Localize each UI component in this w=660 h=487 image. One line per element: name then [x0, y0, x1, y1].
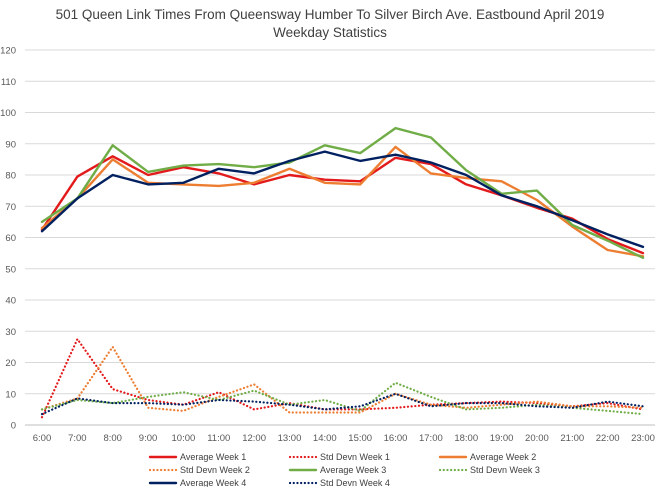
y-tick-label: 0: [11, 421, 16, 432]
y-tick-label: 110: [1, 77, 16, 88]
x-tick-label: 17:00: [419, 433, 443, 444]
x-tick-label: 8:00: [103, 433, 122, 444]
y-tick-label: 90: [5, 139, 16, 150]
x-tick-label: 10:00: [172, 433, 196, 444]
series-line: [40, 381, 645, 416]
y-tick-label: 20: [5, 358, 16, 369]
series-line: [40, 145, 645, 258]
legend: Average Week 1 Std Devn Week 1 Average Wee…: [148, 452, 540, 487]
legend-entry: Std Devn Week 2: [180, 465, 250, 475]
y-tick-label: 80: [5, 171, 16, 182]
legend-entry: Std Devn Week 4: [320, 478, 390, 487]
y-tick-label: 50: [5, 264, 16, 275]
x-tick-label: 22:00: [596, 433, 620, 444]
y-tick-label: 120: [0, 46, 16, 57]
y-tick-label: 70: [5, 202, 16, 213]
x-tick-label: 9:00: [139, 433, 158, 444]
y-tick-label: 10: [5, 389, 16, 400]
gridlines: [25, 49, 655, 426]
series-line: [40, 150, 645, 249]
legend-entry: Std Devn Week 1: [320, 452, 390, 462]
legend-entry: Average Week 2: [470, 452, 536, 462]
series-line: [40, 338, 645, 419]
legend-entry: Average Week 1: [180, 452, 246, 462]
x-tick-label: 21:00: [560, 433, 584, 444]
x-tick-label: 13:00: [278, 433, 302, 444]
x-tick-label: 6:00: [33, 433, 52, 444]
x-tick-label: 15:00: [348, 433, 372, 444]
x-tick-label: 16:00: [384, 433, 408, 444]
x-tick-label: 23:00: [631, 433, 655, 444]
x-tick-label: 14:00: [313, 433, 337, 444]
x-tick-label: 11:00: [207, 433, 230, 444]
series-line: [40, 392, 645, 416]
series-line: [40, 126, 645, 259]
y-axis-ticks: 0 10 20 30 40 50 60 70 80 90 100 110 120: [0, 46, 16, 432]
y-tick-label: 100: [0, 108, 16, 119]
legend-entry: Std Devn Week 3: [470, 465, 540, 475]
y-tick-label: 60: [5, 233, 16, 244]
series-lines: [40, 126, 645, 419]
chart-subtitle: Weekday Statistics: [273, 25, 387, 40]
series-line: [40, 345, 645, 414]
x-tick-label: 19:00: [490, 433, 514, 444]
x-tick-label: 12:00: [242, 433, 266, 444]
legend-entry: Average Week 4: [180, 478, 246, 487]
legend-entry: Average Week 3: [320, 465, 386, 475]
chart-title: 501 Queen Link Times From Queensway Humb…: [56, 7, 605, 22]
x-tick-label: 20:00: [525, 433, 549, 444]
y-tick-label: 40: [5, 296, 16, 307]
x-tick-label: 7:00: [68, 433, 87, 444]
y-tick-label: 30: [5, 327, 16, 338]
x-axis-ticks: 6:00 7:00 8:00 9:00 10:00 11:00 12:00 13:00 14:0…: [33, 433, 655, 444]
x-tick-label: 18:00: [454, 433, 478, 444]
